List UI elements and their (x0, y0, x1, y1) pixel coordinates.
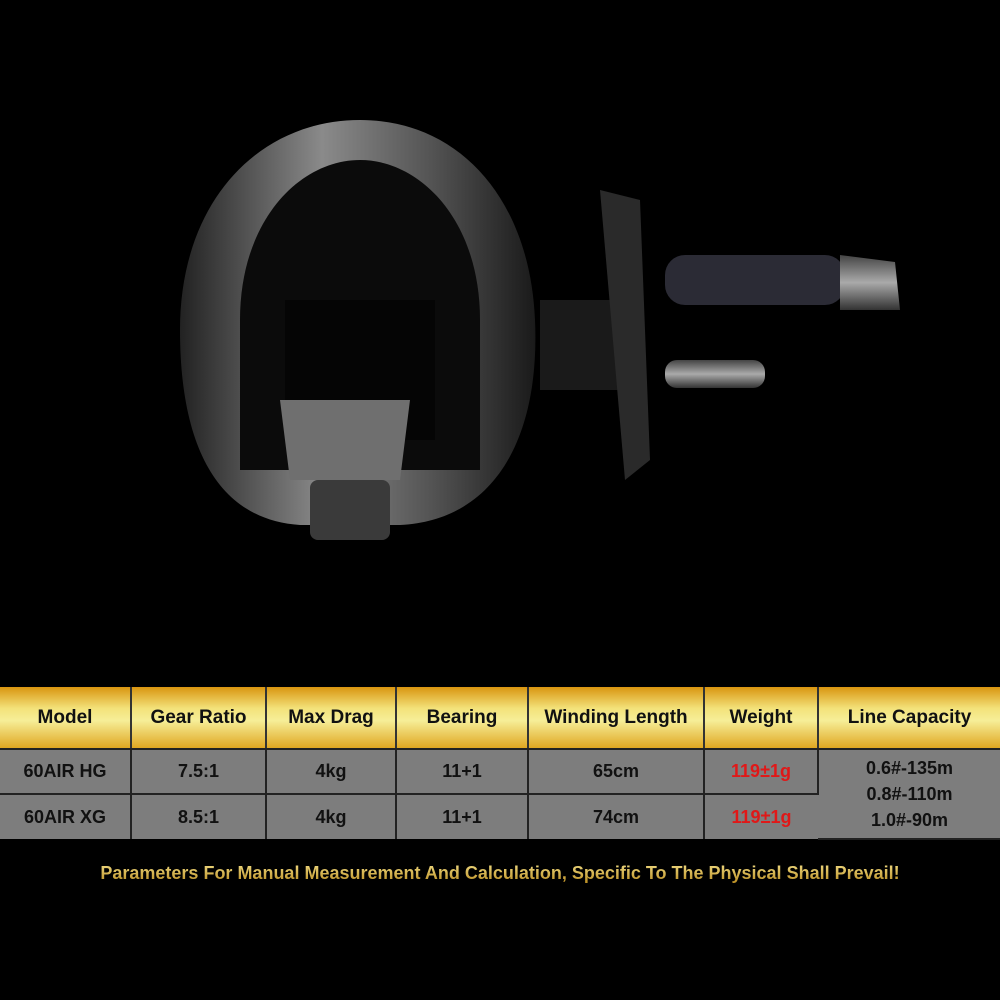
table-row: 60AIR XG 8.5:1 4kg 11+1 74cm 119±1g (0, 794, 1000, 839)
header-model: Model (0, 687, 132, 750)
cell-bearing: 11+1 (396, 794, 529, 839)
handle-knob (840, 255, 900, 310)
header-winding-length: Winding Length (528, 687, 705, 750)
baitcasting-reel-image (180, 120, 900, 540)
cell-model: 60AIR HG (0, 749, 132, 795)
line-capacity-item: 0.8#-110m (866, 784, 953, 804)
cell-max-drag: 4kg (266, 749, 397, 795)
header-line-capacity: Line Capacity (818, 687, 1000, 750)
line-capacity-item: 0.6#-135m (865, 758, 954, 778)
table-header-row: Model Gear Ratio Max Drag Bearing Windin… (0, 687, 1000, 750)
cell-line-capacity: 0.6#-135m 0.8#-110m 1.0#-90m (818, 749, 1000, 840)
header-weight: Weight (704, 687, 819, 750)
cell-bearing: 11+1 (396, 749, 529, 795)
header-max-drag: Max Drag (266, 687, 397, 750)
cell-winding-length: 74cm (528, 794, 705, 839)
header-bearing: Bearing (396, 687, 529, 750)
header-gear-ratio: Gear Ratio (131, 687, 267, 750)
spec-table: Model Gear Ratio Max Drag Bearing Windin… (0, 687, 1000, 840)
cell-gear-ratio: 8.5:1 (131, 794, 267, 839)
footer-note: Parameters For Manual Measurement And Ca… (0, 863, 1000, 884)
line-capacity-item: 1.0#-90m (870, 810, 949, 830)
cell-model: 60AIR XG (0, 794, 132, 839)
cell-gear-ratio: 7.5:1 (131, 749, 267, 795)
reel-handle (600, 190, 650, 480)
table-row: 60AIR HG 7.5:1 4kg 11+1 65cm 119±1g 0.6#… (0, 749, 1000, 840)
cell-max-drag: 4kg (266, 794, 397, 839)
cell-weight: 119±1g (704, 794, 818, 839)
cell-weight: 119±1g (704, 749, 819, 795)
cell-winding-length: 65cm (528, 749, 705, 795)
